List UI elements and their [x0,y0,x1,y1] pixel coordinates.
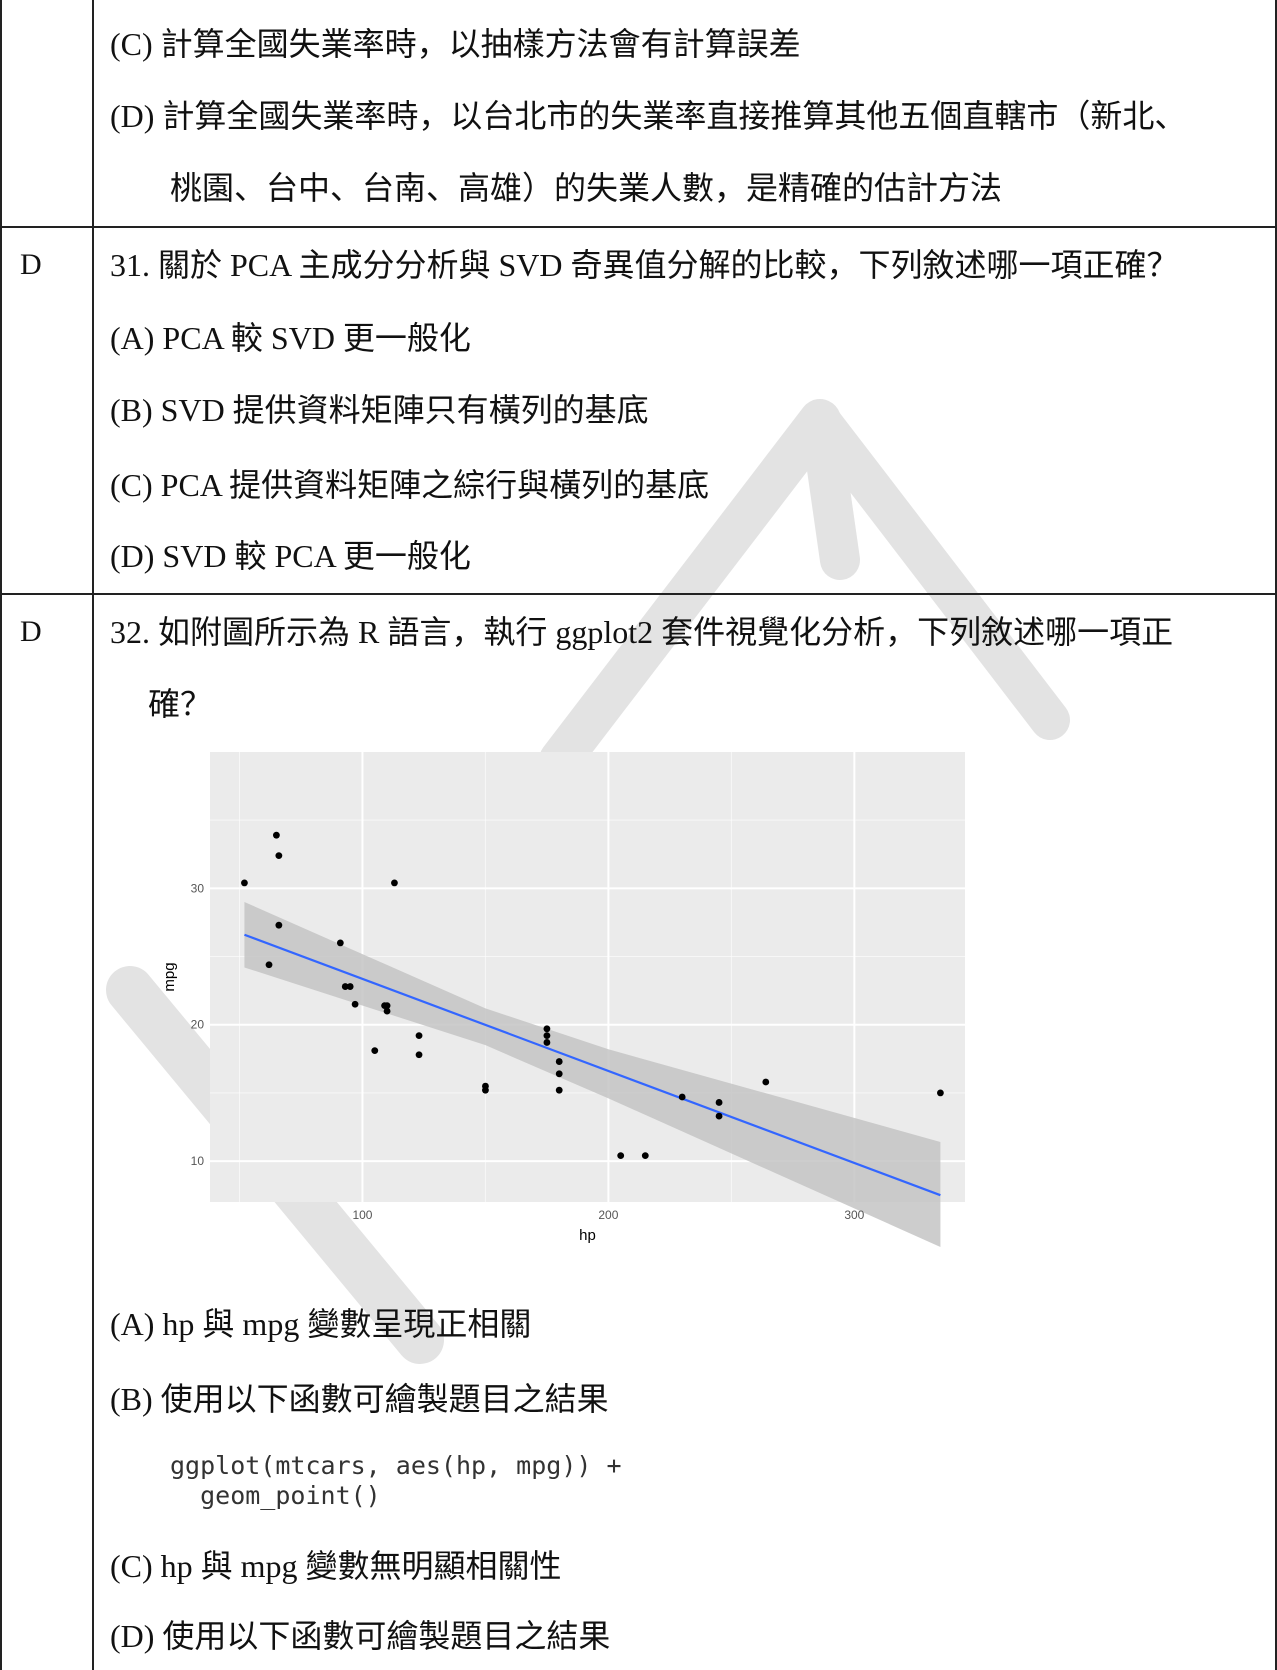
q31-option-c: (C) PCA 提供資料矩陣之綜行與橫列的基底 [110,467,710,503]
question-31: 31. 關於 PCA 主成分分析與 SVD 奇異值分解的比較，下列敘述哪一項正確… [110,247,1179,283]
data-point [275,921,283,929]
code-line-1: ggplot(mtcars, aes(hp, mpg)) + [170,1451,622,1480]
answer-q31: D [20,248,42,281]
x-axis-label: hp [579,1227,596,1244]
option-d-prev-cont: 桃園、台中、台南、高雄）的失業人數，是精確的估計方法 [170,170,1003,206]
q32-option-b: (B) 使用以下函數可繪製題目之結果 [110,1381,609,1417]
option-d-prev: (D) 計算全國失業率時，以台北市的失業率直接推算其他五個直轄市（新北、 [110,98,1187,134]
data-point [415,1051,423,1059]
data-point [543,1039,551,1046]
q31-option-a: (A) PCA 較 SVD 更一般化 [110,320,471,356]
data-point [543,1025,551,1033]
table-border-right [1275,0,1277,1670]
data-point [336,939,344,947]
data-point [715,1099,723,1106]
data-point [617,1152,625,1160]
data-point [371,1047,379,1055]
data-point [762,1078,770,1086]
q31-option-b: (B) SVD 提供資料矩陣只有橫列的基底 [110,392,649,428]
question-32: 32. 如附圖所示為 R 語言，執行 ggplot2 套件視覺化分析，下列敘述哪… [110,614,1174,650]
data-point [351,1000,359,1008]
data-point [275,852,283,860]
data-point [555,1058,563,1065]
data-point [346,983,354,990]
data-point [678,1093,686,1101]
row-divider-2 [0,593,1277,595]
data-point [641,1152,649,1160]
q32-option-c: (C) hp 與 mpg 變數無明顯相關性 [110,1548,562,1584]
q31-option-d: (D) SVD 較 PCA 更一般化 [110,538,471,574]
y-tick-label: 30 [191,881,205,895]
data-point [555,1086,563,1094]
question-32-cont: 確？ [148,686,213,722]
data-point [482,1082,489,1090]
code-line-2: geom_point() [170,1481,381,1510]
x-tick-label: 300 [844,1208,864,1222]
y-axis-label: mpg [161,962,178,991]
x-tick-label: 200 [598,1208,618,1222]
row-divider-1 [0,226,1277,228]
answer-q32: D [20,615,42,648]
q32-option-a: (A) hp 與 mpg 變數呈現正相關 [110,1306,532,1342]
y-tick-label: 20 [191,1018,205,1032]
scatter-plot: 100 200 300 10 20 30 hp mpg [161,752,965,1247]
data-point [241,879,248,887]
option-c-prev: (C) 計算全國失業率時，以抽樣方法會有計算誤差 [110,26,801,62]
data-point [391,879,398,887]
x-tick-label: 100 [352,1208,372,1222]
table-border-left [0,0,2,1670]
data-point [715,1112,723,1120]
data-point [543,1032,551,1040]
data-point [555,1070,563,1078]
data-point [273,831,280,839]
data-point [937,1089,944,1097]
data-point [383,1002,391,1010]
data-point [415,1032,423,1040]
data-point [265,961,273,969]
q32-option-d: (D) 使用以下函數可繪製題目之結果 [110,1618,611,1654]
y-tick-label: 10 [191,1154,205,1168]
column-divider [92,0,94,1670]
